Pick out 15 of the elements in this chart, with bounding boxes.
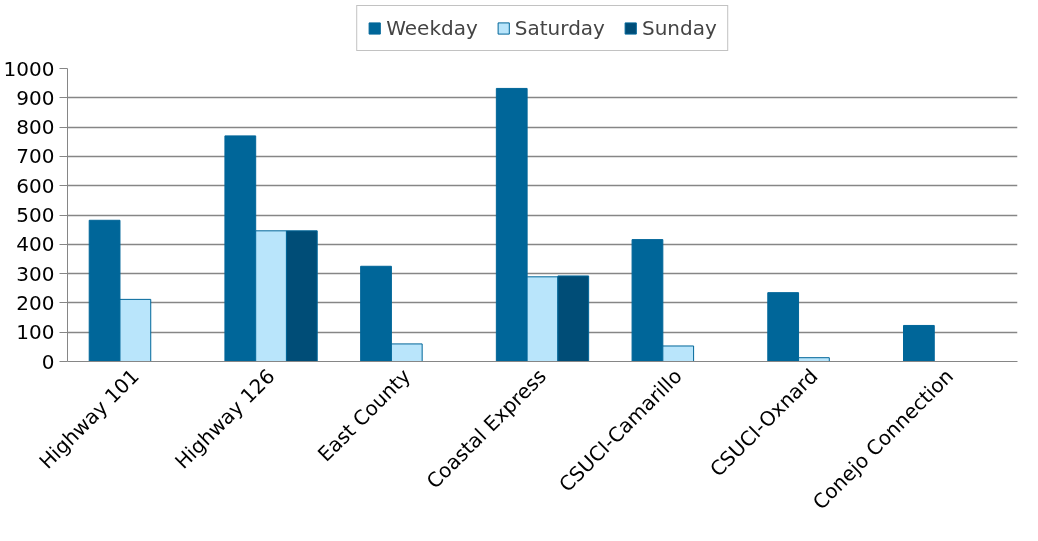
y-tick-label: 100 bbox=[16, 320, 55, 345]
y-tick-label: 700 bbox=[16, 144, 55, 169]
y-tick-label: 0 bbox=[41, 349, 55, 374]
y-tick-label: 400 bbox=[16, 232, 55, 257]
legend-label: Weekday bbox=[386, 16, 478, 40]
y-tick-label: 300 bbox=[16, 261, 55, 286]
y-tick-label: 800 bbox=[16, 115, 55, 140]
legend-label: Sunday bbox=[641, 16, 717, 40]
y-tick-label: 1000 bbox=[3, 56, 55, 81]
bar bbox=[903, 324, 935, 362]
y-tick-label: 600 bbox=[16, 173, 55, 198]
y-tick-label: 200 bbox=[16, 290, 55, 315]
y-tick-label: 500 bbox=[16, 203, 55, 227]
y-tick-label: 900 bbox=[16, 85, 55, 110]
legend-label: Saturday bbox=[514, 16, 605, 40]
